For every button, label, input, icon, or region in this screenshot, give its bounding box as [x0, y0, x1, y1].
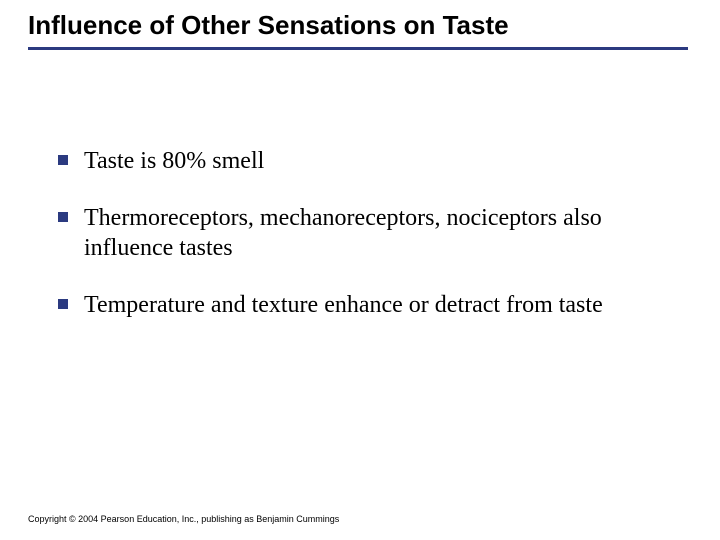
copyright-footer: Copyright © 2004 Pearson Education, Inc.…	[28, 514, 339, 524]
list-item: Taste is 80% smell	[56, 146, 680, 177]
bullet-list: Taste is 80% smell Thermoreceptors, mech…	[56, 146, 680, 321]
list-item: Temperature and texture enhance or detra…	[56, 290, 680, 321]
slide-title: Influence of Other Sensations on Taste	[28, 10, 720, 47]
title-area: Influence of Other Sensations on Taste	[0, 0, 720, 50]
body-area: Taste is 80% smell Thermoreceptors, mech…	[0, 50, 720, 321]
slide: Influence of Other Sensations on Taste T…	[0, 0, 720, 540]
list-item: Thermoreceptors, mechanoreceptors, nocic…	[56, 203, 680, 264]
